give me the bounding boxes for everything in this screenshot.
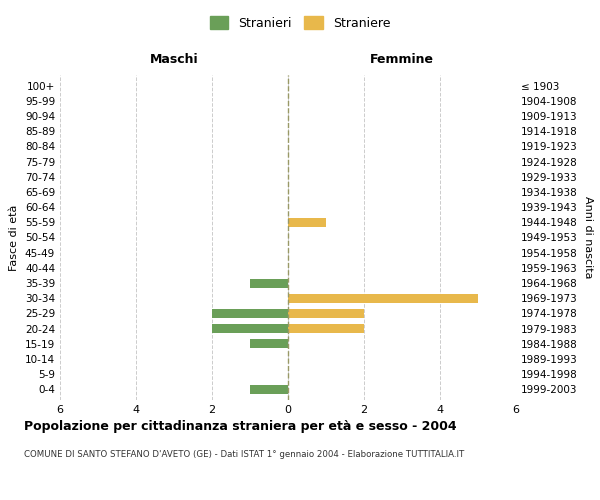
Bar [288,324,364,333]
Y-axis label: Anni di nascita: Anni di nascita [583,196,593,279]
Bar [250,278,288,287]
Bar [212,309,288,318]
Text: Popolazione per cittadinanza straniera per età e sesso - 2004: Popolazione per cittadinanza straniera p… [24,420,457,433]
Bar [212,324,288,333]
Bar [250,340,288,348]
Text: Femmine: Femmine [370,53,434,66]
Text: Maschi: Maschi [149,53,199,66]
Bar [288,218,326,227]
Bar [250,385,288,394]
Legend: Stranieri, Straniere: Stranieri, Straniere [205,11,395,35]
Bar [288,309,364,318]
Bar [288,294,478,303]
Text: COMUNE DI SANTO STEFANO D'AVETO (GE) - Dati ISTAT 1° gennaio 2004 - Elaborazione: COMUNE DI SANTO STEFANO D'AVETO (GE) - D… [24,450,464,459]
Y-axis label: Fasce di età: Fasce di età [10,204,19,270]
